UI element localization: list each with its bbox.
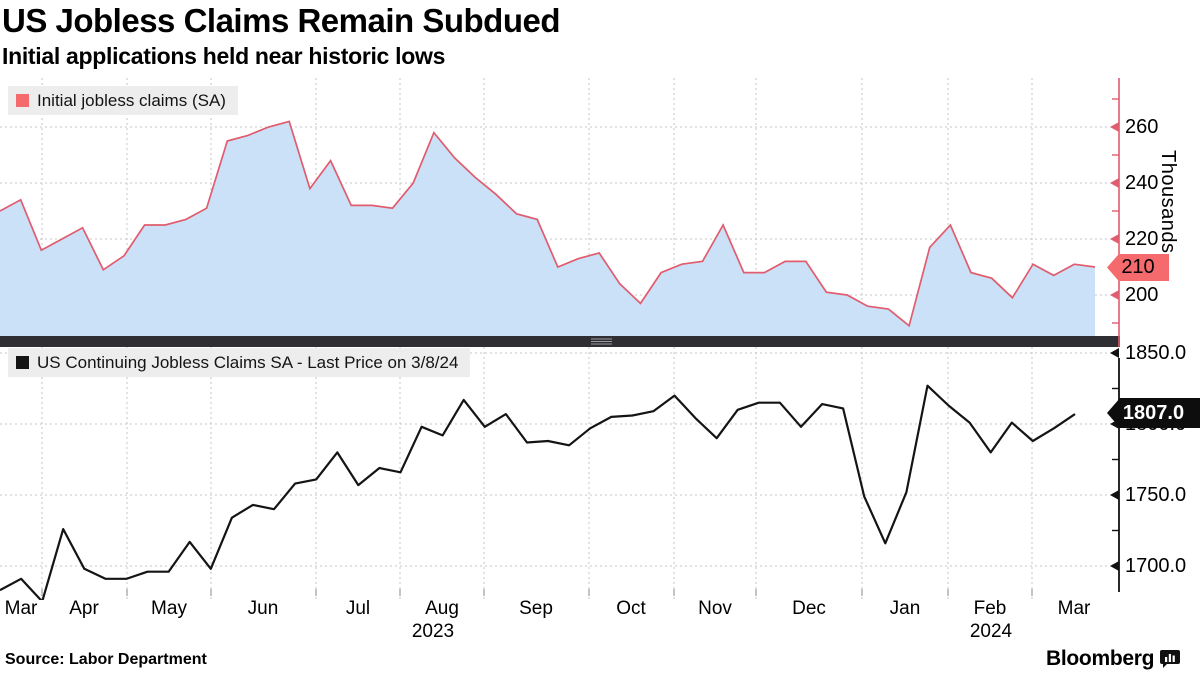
x-axis-month-label: Mar: [1057, 598, 1091, 619]
source-note: Source: Labor Department: [5, 651, 207, 668]
page-subtitle: Initial applications held near historic …: [2, 43, 446, 69]
axis-arrow-tick: [1110, 122, 1119, 132]
x-axis-month-label: May: [151, 598, 187, 619]
legend-swatch-red: [16, 94, 29, 107]
legend-label: US Continuing Jobless Claims SA - Last P…: [37, 352, 459, 372]
x-axis-month-label: Dec: [792, 598, 826, 619]
x-axis-month-label: Feb: [973, 598, 1007, 619]
panel-splitter-bar: [0, 336, 1120, 347]
x-axis-year-label: 2023: [411, 621, 455, 642]
legend-label: Initial jobless claims (SA): [37, 90, 226, 110]
bloomberg-terminal-icon: [1160, 650, 1181, 668]
x-axis-month-label: Mar: [4, 598, 38, 619]
legend-continuing-claims[interactable]: US Continuing Jobless Claims SA - Last P…: [8, 348, 471, 377]
axis-arrow-tick: [1110, 178, 1119, 188]
legend-swatch-black: [16, 356, 29, 369]
x-axis-month-label: Apr: [69, 598, 99, 619]
initial-claims-line: [0, 120, 1096, 328]
x-axis-month-label: Oct: [616, 598, 646, 619]
bloomberg-wordmark: Bloomberg: [1046, 647, 1155, 670]
x-axis-month-label: Nov: [698, 598, 732, 619]
bottom-y-tick-label: 1750.0: [1125, 484, 1187, 506]
axis-arrow-tick: [1110, 234, 1119, 244]
x-axis-month-label: Jan: [889, 598, 921, 619]
bottom-y-tick-label: 1850.0: [1125, 342, 1187, 364]
x-axis-month-label: Aug: [425, 598, 459, 619]
x-axis-month-label: Jun: [247, 598, 279, 619]
x-axis-year-label: 2024: [969, 621, 1013, 642]
top-y-tick-label: 260: [1125, 116, 1159, 138]
axis-arrow-tick: [1110, 490, 1119, 500]
x-axis-month-label: Sep: [519, 598, 553, 619]
top-y-tick-label: 240: [1125, 172, 1159, 194]
axis-arrow-tick: [1110, 290, 1119, 300]
legend-initial-claims[interactable]: Initial jobless claims (SA): [8, 86, 238, 115]
y-axis-unit-label: Thousands: [1157, 150, 1179, 254]
axis-arrow-tick: [1110, 561, 1119, 571]
axis-arrow-tick: [1110, 348, 1119, 358]
x-axis-month-label: Jul: [345, 598, 371, 619]
last-price-badge-continuing: 1807.0: [1107, 398, 1200, 428]
continuing-claims-line: [0, 384, 1076, 600]
page-title: US Jobless Claims Remain Subdued: [2, 2, 561, 39]
bottom-y-tick-label: 1700.0: [1125, 555, 1187, 577]
top-y-tick-label: 220: [1125, 228, 1159, 250]
bloomberg-logo: Bloomberg: [1046, 647, 1181, 671]
last-price-badge-initial: 210: [1107, 254, 1169, 281]
top-y-tick-label: 200: [1125, 284, 1159, 306]
initial-claims-area: [0, 121, 1095, 336]
